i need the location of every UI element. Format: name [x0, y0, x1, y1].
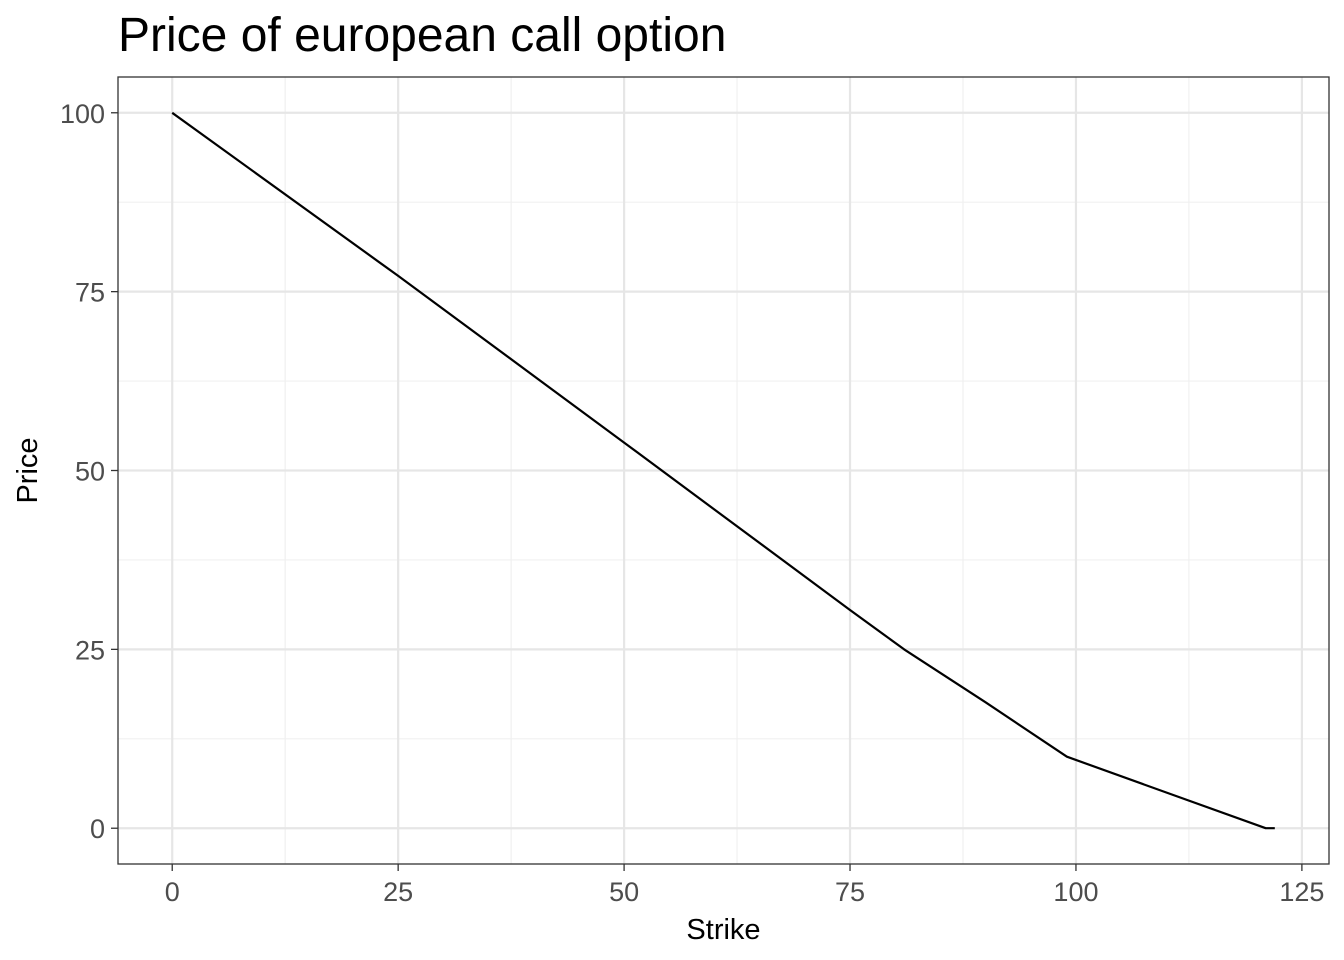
- y-tick-label: 50: [75, 457, 105, 487]
- x-tick-label: 50: [609, 877, 639, 907]
- x-tick-label: 100: [1053, 877, 1098, 907]
- x-tick-label: 125: [1279, 877, 1324, 907]
- y-tick-label: 25: [75, 635, 105, 665]
- x-axis-title: Strike: [686, 914, 760, 946]
- y-axis-title: Price: [12, 437, 44, 503]
- price-line: [171, 111, 1275, 830]
- x-tick-label: 75: [835, 877, 865, 907]
- y-tick-label: 0: [90, 814, 105, 844]
- y-axis: 0 25 50 75 100: [60, 99, 118, 844]
- grid-major: [118, 77, 1329, 864]
- y-tick-label: 75: [75, 278, 105, 308]
- y-tick-label: 100: [60, 99, 105, 129]
- x-tick-label: 25: [383, 877, 413, 907]
- series-layer: [171, 111, 1275, 830]
- x-tick-label: 0: [165, 877, 180, 907]
- x-axis: 0 25 50 75 100 125: [165, 864, 1324, 907]
- chart-title: Price of european call option: [118, 9, 727, 62]
